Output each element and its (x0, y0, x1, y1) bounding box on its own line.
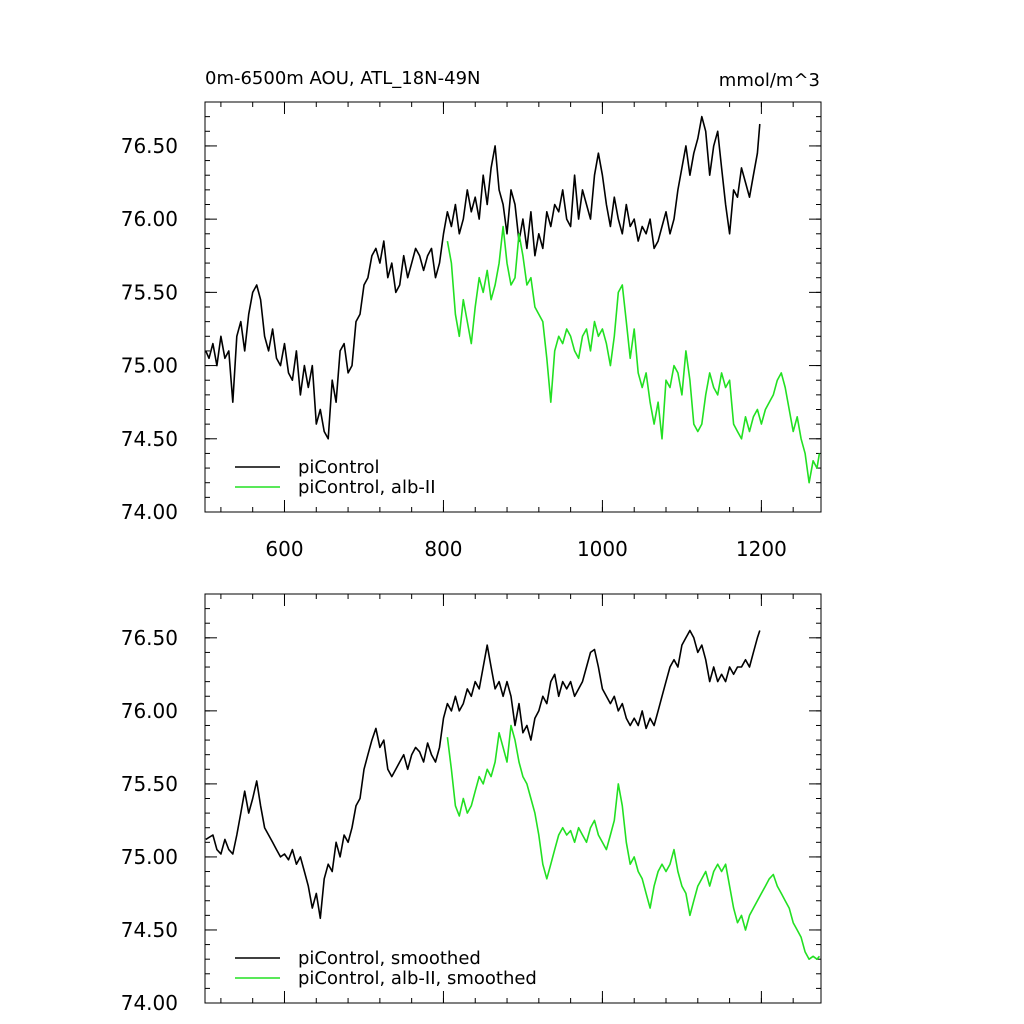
y-tick-label: 76.00 (121, 699, 178, 723)
x-tick-label: 800 (424, 537, 462, 561)
y-tick-label: 74.50 (121, 427, 178, 451)
y-tick-label: 76.00 (121, 207, 178, 231)
series-line-picontrol (205, 115, 761, 440)
series-line-alb-ii (446, 225, 821, 484)
y-tick-label: 75.00 (121, 845, 178, 869)
y-tick-label: 75.00 (121, 354, 178, 378)
units-label: mmol/m^3 (719, 70, 820, 91)
legend-label: piControl (298, 457, 380, 478)
legend-label: piControl, alb-II (298, 477, 436, 498)
series-line-picontrol (205, 629, 761, 920)
x-tick-label: 1000 (577, 537, 628, 561)
x-tick-label: 600 (265, 537, 303, 561)
y-tick-label: 74.50 (121, 918, 178, 942)
plot-frame (204, 101, 822, 513)
legend-label: piControl, alb-II, smoothed (298, 968, 537, 989)
y-tick-label: 75.50 (121, 280, 178, 304)
series-line-alb-ii (446, 724, 821, 960)
chart-title: 0m-6500m AOU, ATL_18N-49N (205, 68, 481, 89)
legend-label: piControl, smoothed (298, 948, 481, 969)
y-tick-label: 76.50 (121, 134, 178, 158)
panel-raw: 74.00 74.50 75.00 75.50 76.00 76.50 600 800 1000… (121, 101, 822, 561)
x-tick-label: 1200 (736, 537, 787, 561)
y-tick-label: 74.00 (121, 991, 178, 1015)
y-tick-label: 75.50 (121, 772, 178, 796)
y-tick-label: 76.50 (121, 626, 178, 650)
panel-smoothed: 74.00 74.50 75.00 75.50 76.00 76.50 piControl,… (121, 593, 822, 1015)
plot-frame (204, 593, 822, 1004)
y-tick-label: 74.00 (121, 500, 178, 524)
